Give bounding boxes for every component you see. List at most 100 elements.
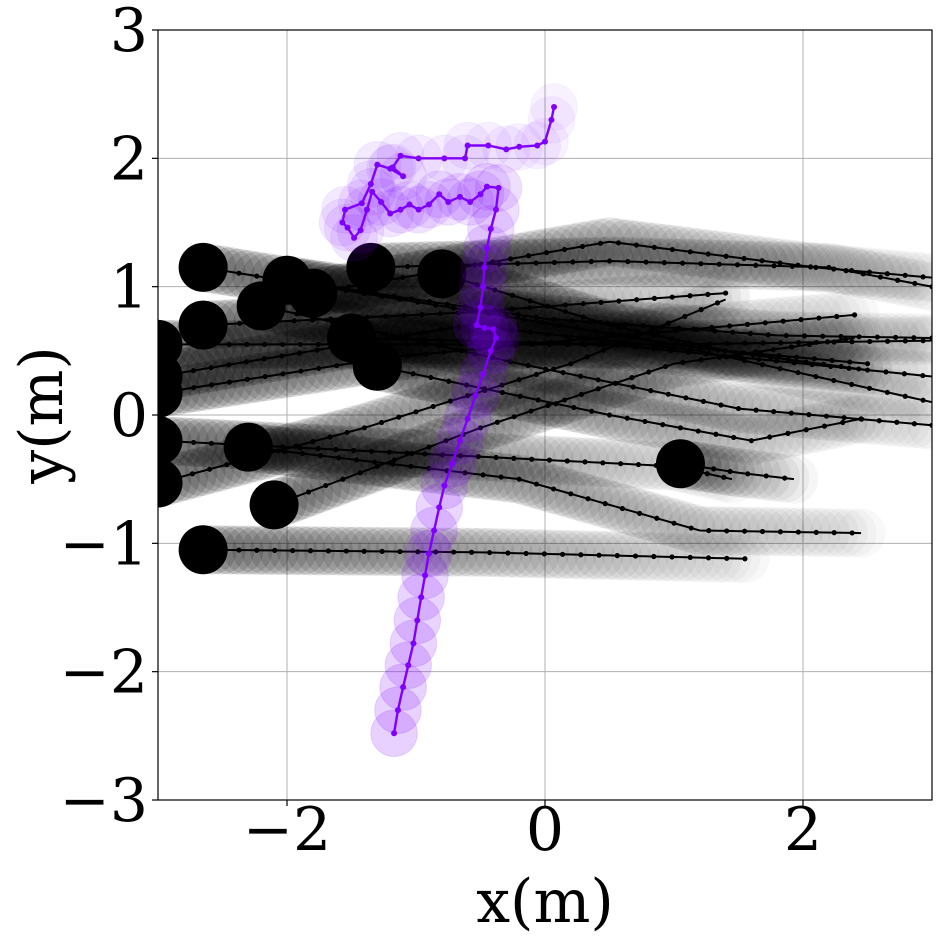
agent-path-point	[598, 299, 604, 305]
agent-path-point	[226, 379, 233, 385]
robot-path-point	[389, 164, 396, 171]
robot-path-point	[415, 155, 422, 162]
agent-path-point	[841, 415, 847, 421]
agent-path-point	[543, 250, 550, 256]
agent-path-point	[709, 324, 715, 331]
agent-path-point	[763, 473, 769, 479]
agent-path-point	[849, 381, 855, 387]
x-tick-label: 2	[784, 795, 822, 865]
agent-path-point	[615, 240, 622, 246]
robot-path-point	[422, 572, 429, 579]
agent-path-point	[883, 369, 889, 375]
robot-path-point	[449, 460, 456, 467]
agent-path-point	[539, 319, 545, 326]
agent-path-point	[705, 251, 711, 257]
agent-path-point	[374, 463, 380, 469]
agent-path-point	[724, 528, 730, 534]
agent-path-point	[444, 301, 450, 307]
robot-path-point	[397, 206, 404, 213]
agent-path-point	[654, 515, 660, 521]
agent-path-point	[624, 415, 630, 421]
agent-path-point	[486, 311, 492, 317]
agent-trajectory	[655, 439, 810, 503]
agent-path-point	[439, 271, 445, 277]
agent-path-point	[511, 455, 517, 461]
agent-path-point	[158, 480, 161, 486]
robot-path-point	[456, 437, 463, 444]
agent-path-point	[651, 244, 657, 250]
agent-path-point	[806, 412, 812, 418]
agent-path-point	[688, 525, 694, 531]
robot-path-point	[464, 142, 471, 149]
agent-path-point	[336, 455, 342, 461]
agent-path-point	[665, 391, 671, 397]
robot-path-point	[363, 206, 370, 213]
agent-path-point	[354, 457, 360, 463]
robot-path-point	[516, 143, 523, 150]
agent-path-point	[901, 371, 907, 377]
agent-path-point	[477, 425, 484, 431]
agent-path-point	[464, 382, 470, 388]
agent-path-point	[571, 404, 577, 411]
agent-path-point	[574, 325, 580, 331]
agent-path-point	[340, 476, 346, 482]
agent-path-point	[526, 339, 533, 346]
agent-path-point	[579, 243, 586, 250]
agent-path-point	[742, 340, 748, 346]
agent-path-point	[507, 359, 513, 365]
agent-path-line	[248, 446, 862, 535]
agent-path-point	[437, 337, 444, 343]
agent-path-point	[625, 258, 631, 265]
agent-path-line	[158, 324, 932, 404]
agent-path-point	[876, 418, 882, 424]
agent-path-point	[446, 378, 452, 384]
agent-path-point	[315, 446, 321, 452]
agent-path-point	[307, 548, 314, 554]
agent-path-point	[390, 461, 396, 467]
axis-ticks: −2 0 2 −3 −2 −1 0 1 2 3	[60, 0, 823, 865]
agent-path-point	[788, 410, 794, 416]
agent-path-point	[588, 258, 594, 265]
agent-path-point	[727, 468, 733, 475]
agent-path-point	[741, 255, 747, 262]
robot-path-point	[445, 198, 452, 205]
agent-path-point	[581, 335, 587, 341]
agent-path-point	[671, 520, 677, 526]
agent-path-point	[305, 489, 312, 495]
agent-path-point	[616, 339, 623, 345]
agent-path-point	[676, 325, 682, 331]
agent-path-point	[535, 397, 541, 403]
agent-path-point	[498, 474, 504, 480]
agent-path-point	[640, 323, 646, 329]
agent-path-point	[515, 260, 521, 267]
agent-path-point	[642, 418, 648, 425]
agent-path-point	[350, 341, 356, 347]
agent-path-point	[315, 341, 321, 348]
agent-path-point	[785, 356, 791, 363]
robot-path-point	[492, 335, 499, 341]
robot-path-point	[367, 181, 374, 187]
agent-path-point	[562, 302, 569, 308]
agent-path-point	[589, 408, 595, 414]
agent-path-point	[392, 367, 398, 373]
agent-path-point	[516, 476, 522, 482]
agent-path-point	[557, 322, 563, 329]
robot-path-point	[406, 201, 413, 208]
agent-path-point	[481, 386, 488, 392]
agent-path-point	[437, 311, 443, 317]
agent-path-point	[546, 457, 553, 463]
robot-path-point	[436, 191, 443, 198]
agent-path-point	[271, 502, 277, 508]
agent-path-point	[705, 344, 711, 350]
agent-path-point	[208, 440, 214, 446]
agent-path-point	[849, 267, 855, 274]
y-tick-label: −2	[60, 638, 148, 708]
agent-path-point	[562, 340, 568, 346]
agent-path-point	[704, 471, 710, 477]
agent-path-point	[651, 295, 658, 301]
agent-path-point	[911, 421, 918, 427]
agent-path-point	[451, 305, 457, 311]
agent-path-point	[633, 242, 640, 248]
agent-path-point	[864, 361, 871, 367]
agent-path-point	[694, 463, 700, 469]
